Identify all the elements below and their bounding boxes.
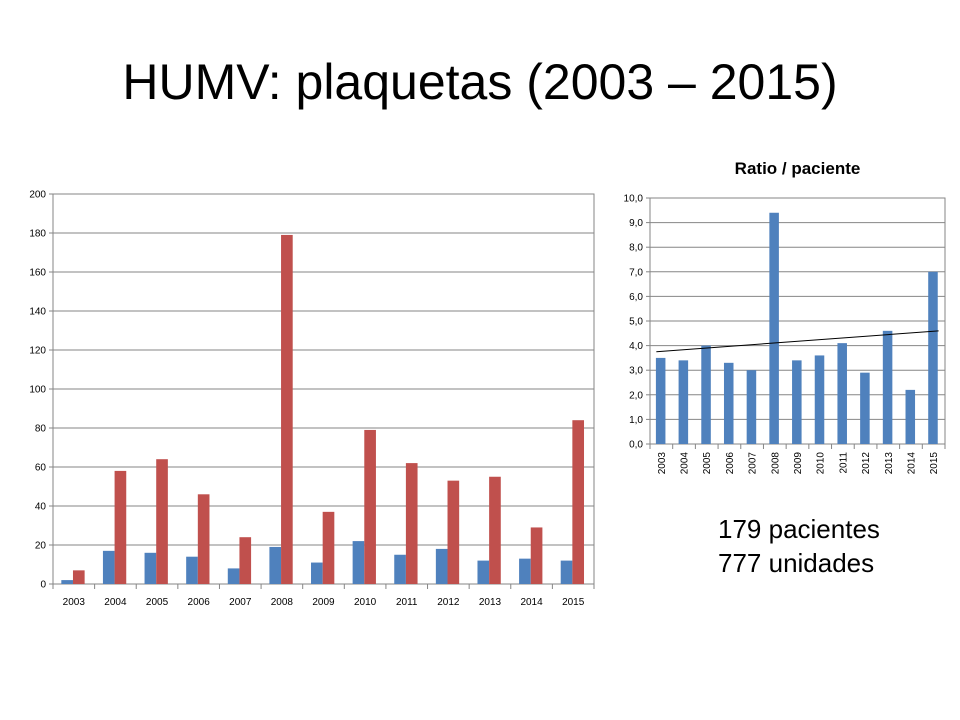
x-tick-label: 2015 bbox=[562, 597, 585, 608]
units-count-text: 777 unidades bbox=[718, 548, 875, 578]
y-tick-label: 0 bbox=[40, 580, 46, 591]
bar-2015-series-1 bbox=[560, 560, 573, 584]
bar-2003-series-1 bbox=[61, 580, 73, 584]
x-tick-label: 2005 bbox=[146, 597, 169, 608]
bar-2014-series-1 bbox=[519, 558, 531, 584]
bar-2009-series-2 bbox=[322, 511, 335, 584]
bar-2009-series-1 bbox=[792, 360, 802, 444]
bar-2006-series-1 bbox=[186, 556, 198, 584]
bar-2006-series-2 bbox=[197, 494, 210, 584]
bar-2014-series-2 bbox=[530, 527, 543, 584]
bar-2008-series-1 bbox=[769, 212, 779, 444]
x-tick-label: 2003 bbox=[657, 452, 668, 475]
bar-2014-series-1 bbox=[905, 389, 916, 444]
y-tick-label: 180 bbox=[29, 229, 46, 240]
y-tick-label: 0,0 bbox=[629, 440, 643, 451]
summary-box: 179 pacientes 777 unidades bbox=[718, 512, 880, 580]
y-tick-label: 1,0 bbox=[629, 415, 643, 426]
bar-2013-series-1 bbox=[882, 330, 893, 444]
x-tick-label: 2009 bbox=[793, 452, 804, 475]
bar-2004-series-2 bbox=[114, 470, 127, 584]
x-tick-label: 2011 bbox=[396, 597, 418, 608]
bar-2013-series-2 bbox=[489, 476, 501, 584]
x-tick-label: 2003 bbox=[63, 597, 86, 608]
y-tick-label: 8,0 bbox=[629, 243, 643, 254]
x-tick-label: 2008 bbox=[770, 452, 781, 475]
bar-2010-series-2 bbox=[364, 429, 376, 584]
bar-2013-series-1 bbox=[477, 560, 490, 584]
bar-2010-series-1 bbox=[814, 355, 825, 444]
bar-2011-series-1 bbox=[394, 554, 406, 584]
patients-units-bar-chart: 0 20 40 60 80 100 120 140 160 180 200 2003 2004 2005 2… bbox=[29, 190, 595, 608]
x-tick-label: 2007 bbox=[229, 597, 252, 608]
x-tick-label: 2013 bbox=[479, 597, 502, 608]
x-tick-label: 2014 bbox=[906, 452, 917, 475]
bar-2011-series-2 bbox=[405, 463, 418, 584]
x-tick-label: 2006 bbox=[725, 452, 736, 475]
y-tick-label: 10,0 bbox=[624, 194, 644, 205]
bar-2012-series-1 bbox=[860, 372, 870, 444]
chart-title: Ratio / paciente bbox=[735, 159, 861, 178]
y-tick-label: 80 bbox=[35, 424, 47, 435]
bar-2010-series-1 bbox=[352, 541, 365, 584]
bar-2005-series-2 bbox=[156, 459, 168, 584]
bar-2011-series-1 bbox=[837, 343, 847, 444]
bar-2015-series-2 bbox=[572, 420, 585, 584]
x-tick-label: 2009 bbox=[312, 597, 335, 608]
trendline bbox=[656, 330, 939, 353]
x-tick-label: 2004 bbox=[104, 597, 127, 608]
x-tick-label: 2006 bbox=[188, 597, 211, 608]
bar-2008-series-1 bbox=[269, 546, 282, 584]
y-tick-label: 100 bbox=[29, 385, 46, 396]
bar-2003-series-1 bbox=[655, 357, 666, 444]
x-tick-label: 2007 bbox=[748, 452, 759, 475]
y-tick-label: 7,0 bbox=[629, 267, 643, 278]
bar-2006-series-1 bbox=[723, 362, 734, 444]
bar-2012-series-2 bbox=[447, 480, 460, 584]
x-tick-label: 2004 bbox=[680, 452, 691, 475]
y-tick-label: 9,0 bbox=[629, 218, 643, 229]
bar-2012-series-1 bbox=[435, 548, 448, 584]
patients-count-text: 179 pacientes bbox=[718, 514, 880, 544]
y-tick-label: 20 bbox=[35, 541, 47, 552]
y-tick-label: 6,0 bbox=[629, 292, 643, 303]
x-tick-label: 2011 bbox=[838, 452, 849, 474]
x-tick-label: 2008 bbox=[271, 597, 294, 608]
ratio-per-patient-bar-chart: Ratio / paciente 0,0 1,0 2,0 3,0 4,0 5,0 6,0 7,0… bbox=[624, 159, 946, 475]
x-tick-label: 2014 bbox=[520, 597, 543, 608]
x-tick-label: 2010 bbox=[354, 597, 377, 608]
x-tick-label: 2010 bbox=[816, 452, 827, 475]
y-tick-label: 4,0 bbox=[629, 341, 643, 352]
x-tick-label: 2005 bbox=[702, 452, 713, 475]
bar-2009-series-1 bbox=[311, 562, 323, 584]
y-tick-label: 3,0 bbox=[629, 366, 643, 377]
y-tick-label: 40 bbox=[35, 502, 47, 513]
y-tick-label: 160 bbox=[29, 268, 46, 279]
bar-2007-series-1 bbox=[746, 370, 757, 444]
x-tick-label: 2013 bbox=[884, 452, 895, 475]
y-tick-label: 120 bbox=[29, 346, 46, 357]
bar-2003-series-2 bbox=[72, 570, 85, 584]
bar-2004-series-1 bbox=[102, 550, 115, 584]
x-tick-label: 2012 bbox=[861, 452, 872, 475]
bar-2005-series-1 bbox=[701, 345, 711, 444]
y-tick-label: 2,0 bbox=[629, 390, 643, 401]
bar-2008-series-2 bbox=[281, 234, 293, 584]
y-tick-label: 140 bbox=[29, 307, 46, 318]
y-tick-label: 60 bbox=[35, 463, 47, 474]
bar-2007-series-2 bbox=[239, 537, 252, 584]
y-tick-label: 200 bbox=[29, 190, 46, 201]
bar-2004-series-1 bbox=[678, 360, 689, 444]
x-tick-label: 2012 bbox=[437, 597, 460, 608]
bar-2015-series-1 bbox=[928, 271, 938, 444]
page-title: HUMV: plaquetas (2003 – 2015) bbox=[122, 54, 838, 110]
x-tick-label: 2015 bbox=[929, 452, 940, 475]
bar-2005-series-1 bbox=[144, 552, 157, 584]
y-tick-label: 5,0 bbox=[629, 317, 643, 328]
bar-2007-series-1 bbox=[227, 568, 240, 584]
